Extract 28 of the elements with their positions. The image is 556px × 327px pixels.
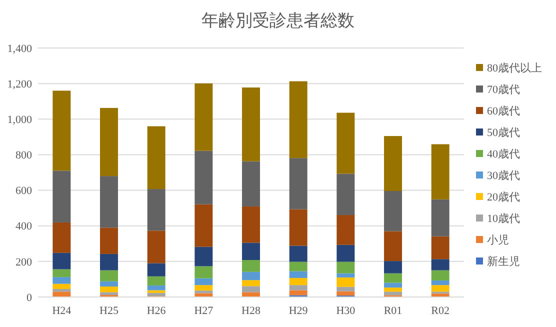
- y-tick-label: 1,000: [7, 114, 32, 126]
- legend-label: 30歳代: [487, 168, 520, 182]
- chart-title: 年齢別受診患者総数: [202, 11, 354, 30]
- y-tick-label: 600: [16, 185, 32, 198]
- x-tick-label: R02: [431, 305, 450, 317]
- x-tick-label: H24: [52, 305, 72, 317]
- x-tick-label: H26: [146, 305, 166, 317]
- x-tick-label: H28: [242, 305, 261, 317]
- legend-label: 10歳代: [487, 212, 520, 225]
- y-tick-label: 800: [16, 150, 32, 162]
- legend-label: 80歳代以上: [487, 61, 542, 74]
- y-tick-label: 400: [16, 220, 32, 233]
- x-tick-label: R01: [384, 305, 402, 317]
- legend-label: 40歳代: [487, 147, 520, 160]
- y-tick-label: 1,400: [7, 42, 32, 55]
- x-tick-label: H25: [100, 305, 119, 317]
- legend-label: 60歳代: [487, 104, 520, 118]
- y-tick-label: 1,200: [7, 78, 32, 90]
- x-tick-label: H30: [336, 305, 356, 317]
- legend-label: 20歳代: [487, 190, 520, 204]
- x-tick-label: H29: [288, 305, 308, 317]
- x-tick-label: H27: [194, 305, 214, 317]
- legend-label: 50歳代: [487, 126, 520, 139]
- legend-label: 70歳代: [487, 82, 520, 96]
- legend-label: 小児: [487, 233, 509, 246]
- y-tick-label: 0: [26, 292, 32, 304]
- legend-label: 新生児: [487, 254, 520, 268]
- y-tick-label: 200: [16, 256, 32, 268]
